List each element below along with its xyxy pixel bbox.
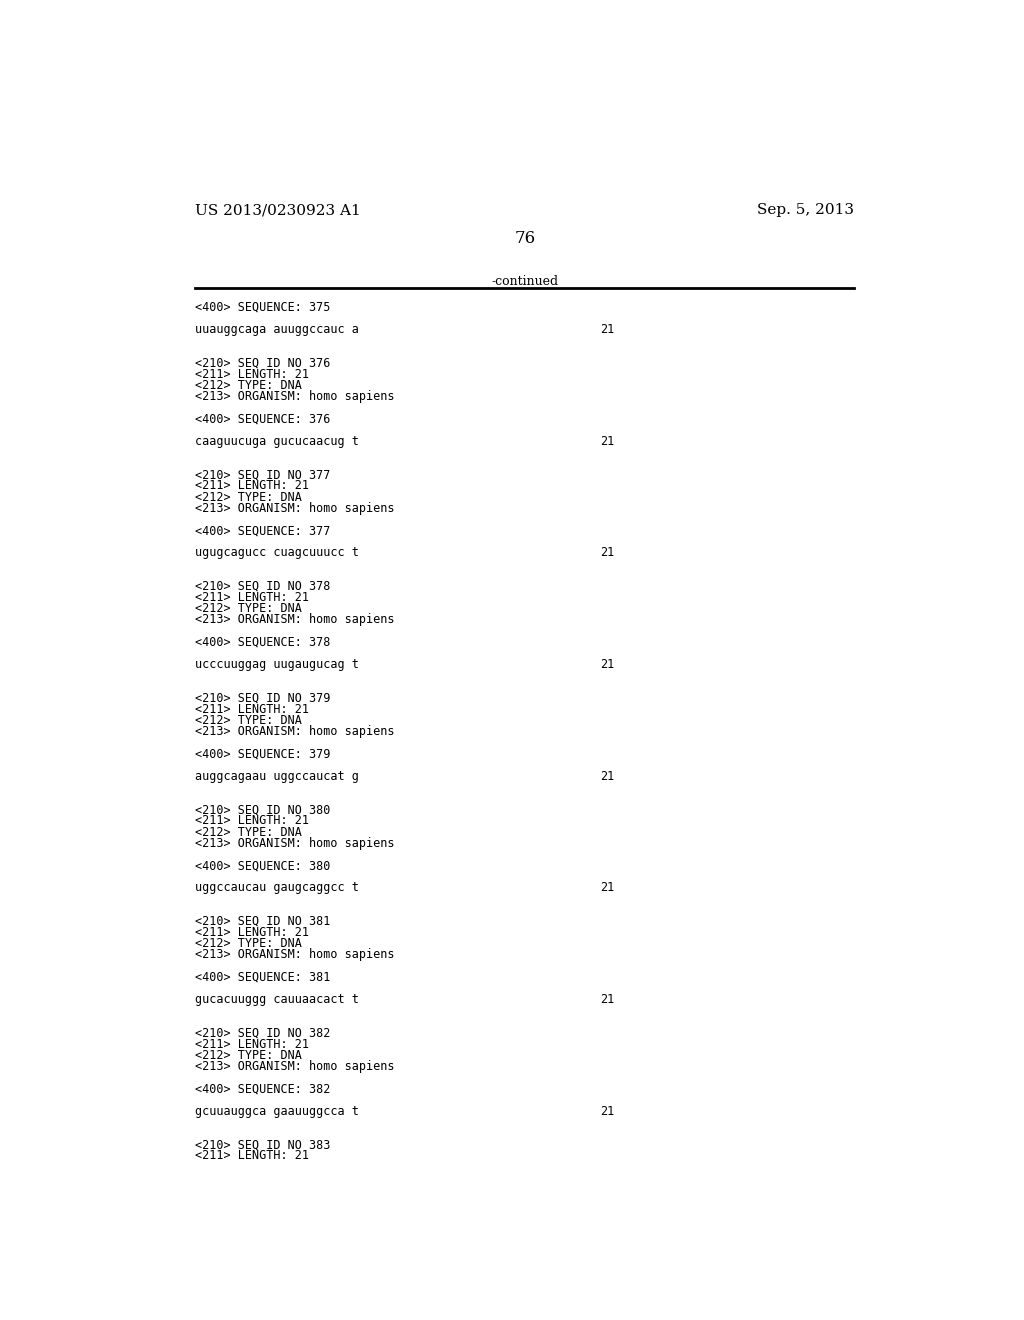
Text: <213> ORGANISM: homo sapiens: <213> ORGANISM: homo sapiens [196,1060,395,1073]
Text: <211> LENGTH: 21: <211> LENGTH: 21 [196,702,309,715]
Text: 21: 21 [600,546,614,560]
Text: 21: 21 [600,1105,614,1118]
Text: ugugcagucc cuagcuuucc t: ugugcagucc cuagcuuucc t [196,546,359,560]
Text: <400> SEQUENCE: 375: <400> SEQUENCE: 375 [196,301,331,314]
Text: US 2013/0230923 A1: US 2013/0230923 A1 [196,203,361,216]
Text: <212> TYPE: DNA: <212> TYPE: DNA [196,714,302,727]
Text: <400> SEQUENCE: 377: <400> SEQUENCE: 377 [196,524,331,537]
Text: 21: 21 [600,434,614,447]
Text: <211> LENGTH: 21: <211> LENGTH: 21 [196,479,309,492]
Text: <213> ORGANISM: homo sapiens: <213> ORGANISM: homo sapiens [196,502,395,515]
Text: <210> SEQ ID NO 379: <210> SEQ ID NO 379 [196,692,331,705]
Text: <212> TYPE: DNA: <212> TYPE: DNA [196,491,302,504]
Text: 21: 21 [600,323,614,337]
Text: <210> SEQ ID NO 377: <210> SEQ ID NO 377 [196,469,331,482]
Text: <400> SEQUENCE: 379: <400> SEQUENCE: 379 [196,747,331,760]
Text: 21: 21 [600,770,614,783]
Text: <213> ORGANISM: homo sapiens: <213> ORGANISM: homo sapiens [196,614,395,627]
Text: caaguucuga gucucaacug t: caaguucuga gucucaacug t [196,434,359,447]
Text: -continued: -continued [492,276,558,289]
Text: 21: 21 [600,993,614,1006]
Text: <211> LENGTH: 21: <211> LENGTH: 21 [196,814,309,828]
Text: <210> SEQ ID NO 380: <210> SEQ ID NO 380 [196,804,331,816]
Text: <212> TYPE: DNA: <212> TYPE: DNA [196,1049,302,1061]
Text: <210> SEQ ID NO 381: <210> SEQ ID NO 381 [196,915,331,928]
Text: 21: 21 [600,659,614,671]
Text: <213> ORGANISM: homo sapiens: <213> ORGANISM: homo sapiens [196,837,395,850]
Text: <212> TYPE: DNA: <212> TYPE: DNA [196,379,302,392]
Text: gucacuuggg cauuaacact t: gucacuuggg cauuaacact t [196,993,359,1006]
Text: <213> ORGANISM: homo sapiens: <213> ORGANISM: homo sapiens [196,391,395,403]
Text: <212> TYPE: DNA: <212> TYPE: DNA [196,602,302,615]
Text: <400> SEQUENCE: 376: <400> SEQUENCE: 376 [196,412,331,425]
Text: uggccaucau gaugcaggcc t: uggccaucau gaugcaggcc t [196,882,359,895]
Text: Sep. 5, 2013: Sep. 5, 2013 [757,203,854,216]
Text: <211> LENGTH: 21: <211> LENGTH: 21 [196,1038,309,1051]
Text: <213> ORGANISM: homo sapiens: <213> ORGANISM: homo sapiens [196,948,395,961]
Text: <210> SEQ ID NO 383: <210> SEQ ID NO 383 [196,1138,331,1151]
Text: gcuuauggca gaauuggcca t: gcuuauggca gaauuggcca t [196,1105,359,1118]
Text: <210> SEQ ID NO 382: <210> SEQ ID NO 382 [196,1027,331,1040]
Text: <211> LENGTH: 21: <211> LENGTH: 21 [196,368,309,381]
Text: <211> LENGTH: 21: <211> LENGTH: 21 [196,927,309,939]
Text: <211> LENGTH: 21: <211> LENGTH: 21 [196,591,309,605]
Text: 21: 21 [600,882,614,895]
Text: <400> SEQUENCE: 382: <400> SEQUENCE: 382 [196,1082,331,1096]
Text: <400> SEQUENCE: 381: <400> SEQUENCE: 381 [196,970,331,983]
Text: <211> LENGTH: 21: <211> LENGTH: 21 [196,1150,309,1163]
Text: uuauggcaga auuggccauc a: uuauggcaga auuggccauc a [196,323,359,337]
Text: ucccuuggag uugaugucag t: ucccuuggag uugaugucag t [196,659,359,671]
Text: <210> SEQ ID NO 376: <210> SEQ ID NO 376 [196,356,331,370]
Text: <400> SEQUENCE: 378: <400> SEQUENCE: 378 [196,636,331,649]
Text: <213> ORGANISM: homo sapiens: <213> ORGANISM: homo sapiens [196,725,395,738]
Text: <212> TYPE: DNA: <212> TYPE: DNA [196,937,302,950]
Text: <212> TYPE: DNA: <212> TYPE: DNA [196,825,302,838]
Text: <210> SEQ ID NO 378: <210> SEQ ID NO 378 [196,579,331,593]
Text: <400> SEQUENCE: 380: <400> SEQUENCE: 380 [196,859,331,873]
Text: 76: 76 [514,230,536,247]
Text: auggcagaau uggccaucat g: auggcagaau uggccaucat g [196,770,359,783]
